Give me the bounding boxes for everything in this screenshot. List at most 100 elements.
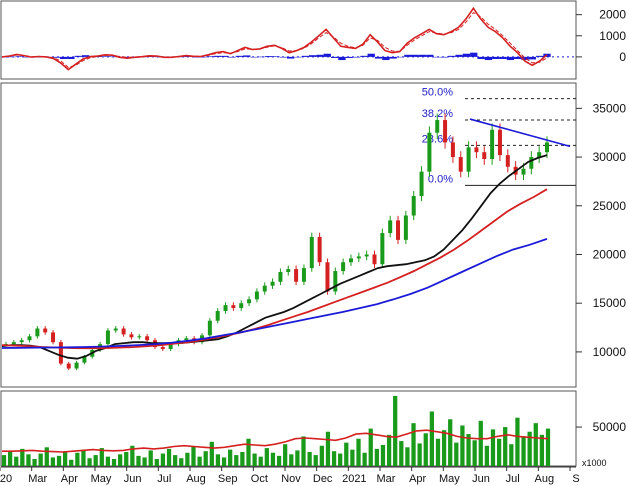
volume-bar [173,455,178,466]
candle-body [333,271,338,292]
x-tick-label: Apr [61,473,78,485]
volume-bar [478,420,483,466]
candle-body [482,152,487,160]
macd-histogram-bar [23,56,31,58]
candle-body [215,310,220,321]
candle-body [239,303,244,309]
candle-body [270,281,275,286]
volume-bar [344,442,349,466]
volume-bar [338,453,343,466]
price-tick-label: 35000 [593,101,627,115]
price-tick-label: 20000 [593,247,627,261]
volume-bar [533,423,538,466]
candle-body [11,342,16,345]
candle-body [388,220,393,234]
volume-bar [423,433,428,466]
candle-body [450,142,455,158]
macd-histogram-bar [374,56,383,59]
macd-histogram-bar [59,56,68,59]
volume-bar [215,454,221,466]
macd-histogram-bar [308,55,317,57]
volume-bar [166,448,172,466]
macd-histogram-bar [228,56,236,58]
macd-histogram-bar [396,56,405,58]
volume-bar [154,458,159,466]
candle-body [435,120,440,133]
candle-body [309,236,314,269]
volume-bar [435,438,441,466]
candle-body [43,328,48,333]
macd-histogram-bar [426,54,434,57]
volume-bar [448,419,453,466]
price-tick-label: 10000 [593,345,627,359]
macd-histogram-bar [213,55,222,57]
x-tick-label: Jul [506,473,520,485]
volume-bar [490,429,496,466]
volume-bar [460,425,465,466]
volume-bar [221,457,227,466]
volume-bar [87,458,92,466]
macd-histogram-bar [528,56,537,60]
volume-bar [234,455,239,466]
ma-long-line [1,238,548,349]
macd-line [1,6,548,71]
volume-bar [429,411,434,466]
macd-histogram-bar [286,56,295,59]
volume-unit-label: x1000 [582,458,607,468]
macd-histogram-bar [499,56,507,59]
x-tick-label: Jun [472,473,490,485]
volume-bar [283,444,288,466]
macd-histogram-bar [74,55,82,57]
candle-body [325,262,330,292]
macd-histogram-bar [389,56,397,59]
volume-ma-line [2,429,549,453]
macd-histogram-bar [243,55,251,57]
candle-body [105,330,110,345]
macd-histogram-bar [265,56,273,57]
macd-histogram-bar [440,56,449,58]
candle-body [317,236,322,263]
candle-body [145,336,150,341]
volume-bar [99,448,104,466]
volume-bar [252,453,257,466]
candle-body [286,269,291,273]
volume-bar [374,448,379,466]
macd-histogram-bar [521,56,529,61]
macd-histogram-bar [111,56,119,58]
macd-histogram-bar [323,53,331,57]
macd-histogram-bar [367,53,375,57]
macd-histogram-bar [345,56,353,58]
macd-histogram-bar [294,56,302,58]
macd-histogram-bar [477,56,485,59]
candle-body [466,147,471,172]
candle-body [207,320,212,336]
candle-body [223,305,228,311]
macd-histogram-bar [506,56,515,61]
x-tick-label: Mar [28,473,47,485]
volume-bar [75,452,80,466]
volume-bar [228,449,233,466]
candle-body [184,338,189,341]
macd-histogram-bar [492,56,500,59]
volume-bar [270,452,276,466]
volume-bar [7,451,13,466]
candle-body [27,336,32,341]
volume-bar [386,434,392,466]
macd-histogram-bar [536,55,544,57]
macd-histogram-bar [199,56,207,58]
candle-body [403,215,408,240]
x-tick-label: Aug [535,473,555,485]
candle-body [474,147,479,153]
volume-bar [62,451,68,466]
volume-bar [191,446,196,466]
volume-bar [93,455,98,466]
volume-tick-label: 50000 [593,420,627,434]
price-tick-label: 15000 [593,296,627,310]
macd-histogram-bar [206,56,214,57]
candle-body [545,142,549,153]
volume-bar [20,448,25,466]
candle-body [66,363,71,369]
x-tick-label: Oct [251,473,268,485]
x-tick-label: Jun [124,473,142,485]
